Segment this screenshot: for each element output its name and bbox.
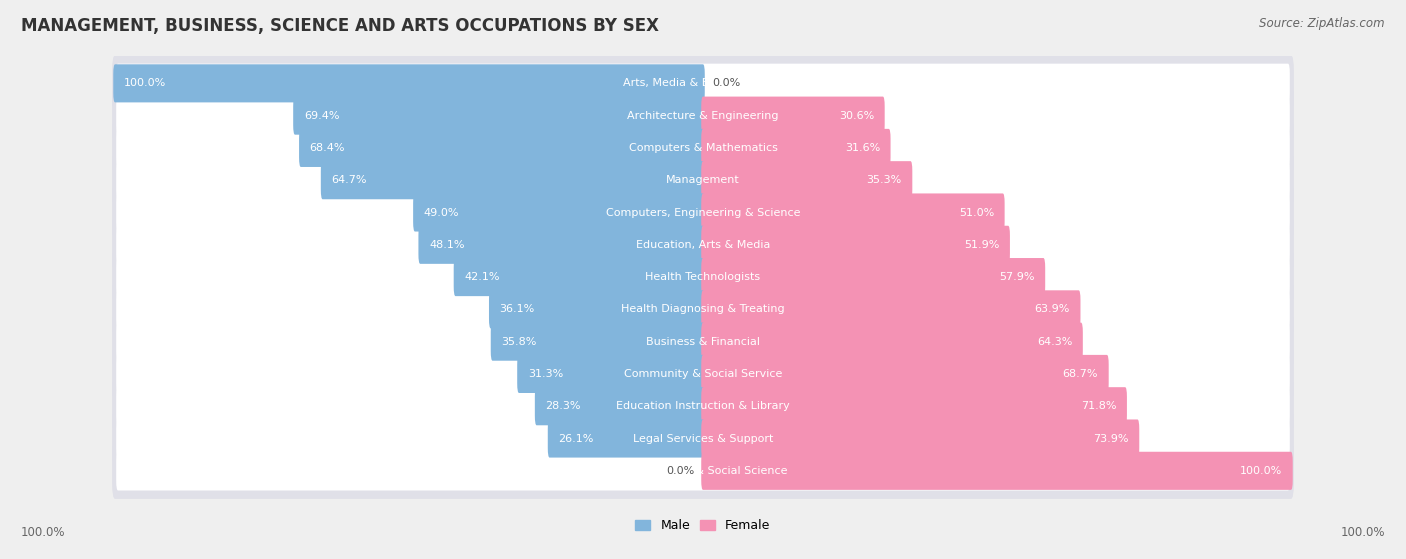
FancyBboxPatch shape xyxy=(112,88,1294,144)
FancyBboxPatch shape xyxy=(517,355,704,393)
FancyBboxPatch shape xyxy=(112,410,1294,467)
FancyBboxPatch shape xyxy=(413,193,704,231)
Text: 42.1%: 42.1% xyxy=(464,272,499,282)
FancyBboxPatch shape xyxy=(112,55,1294,111)
FancyBboxPatch shape xyxy=(702,258,1045,296)
Text: Community & Social Service: Community & Social Service xyxy=(624,369,782,379)
FancyBboxPatch shape xyxy=(117,386,1289,426)
FancyBboxPatch shape xyxy=(702,452,1292,490)
Text: 57.9%: 57.9% xyxy=(1000,272,1035,282)
Text: 71.8%: 71.8% xyxy=(1081,401,1116,411)
FancyBboxPatch shape xyxy=(117,193,1289,232)
Text: 100.0%: 100.0% xyxy=(21,527,66,539)
FancyBboxPatch shape xyxy=(117,160,1289,200)
FancyBboxPatch shape xyxy=(117,225,1289,264)
FancyBboxPatch shape xyxy=(454,258,704,296)
FancyBboxPatch shape xyxy=(112,346,1294,402)
Text: 100.0%: 100.0% xyxy=(1340,527,1385,539)
Text: 0.0%: 0.0% xyxy=(666,466,695,476)
Text: Management: Management xyxy=(666,175,740,185)
FancyBboxPatch shape xyxy=(112,249,1294,305)
Text: MANAGEMENT, BUSINESS, SCIENCE AND ARTS OCCUPATIONS BY SEX: MANAGEMENT, BUSINESS, SCIENCE AND ARTS O… xyxy=(21,17,659,35)
Text: 51.9%: 51.9% xyxy=(965,240,1000,250)
Text: Life, Physical & Social Science: Life, Physical & Social Science xyxy=(619,466,787,476)
Text: 64.7%: 64.7% xyxy=(332,175,367,185)
Text: Computers & Mathematics: Computers & Mathematics xyxy=(628,143,778,153)
FancyBboxPatch shape xyxy=(702,161,912,199)
FancyBboxPatch shape xyxy=(702,226,1010,264)
FancyBboxPatch shape xyxy=(702,129,890,167)
FancyBboxPatch shape xyxy=(294,97,704,135)
FancyBboxPatch shape xyxy=(117,322,1289,361)
Text: Health Technologists: Health Technologists xyxy=(645,272,761,282)
Text: Business & Financial: Business & Financial xyxy=(645,337,761,347)
Text: Architecture & Engineering: Architecture & Engineering xyxy=(627,111,779,121)
FancyBboxPatch shape xyxy=(112,152,1294,209)
Text: 35.8%: 35.8% xyxy=(502,337,537,347)
FancyBboxPatch shape xyxy=(117,96,1289,135)
Text: Education, Arts & Media: Education, Arts & Media xyxy=(636,240,770,250)
FancyBboxPatch shape xyxy=(702,323,1083,361)
FancyBboxPatch shape xyxy=(112,217,1294,273)
Text: 0.0%: 0.0% xyxy=(711,78,740,88)
Text: 51.0%: 51.0% xyxy=(959,207,994,217)
FancyBboxPatch shape xyxy=(321,161,704,199)
Text: Education Instruction & Library: Education Instruction & Library xyxy=(616,401,790,411)
Text: Health Diagnosing & Treating: Health Diagnosing & Treating xyxy=(621,304,785,314)
Text: 35.3%: 35.3% xyxy=(866,175,901,185)
FancyBboxPatch shape xyxy=(299,129,704,167)
FancyBboxPatch shape xyxy=(548,419,704,458)
Text: 31.6%: 31.6% xyxy=(845,143,880,153)
FancyBboxPatch shape xyxy=(489,290,704,329)
FancyBboxPatch shape xyxy=(112,314,1294,369)
FancyBboxPatch shape xyxy=(702,387,1128,425)
FancyBboxPatch shape xyxy=(112,120,1294,176)
Text: 26.1%: 26.1% xyxy=(558,434,593,443)
Legend: Male, Female: Male, Female xyxy=(630,514,776,537)
Text: 31.3%: 31.3% xyxy=(527,369,562,379)
FancyBboxPatch shape xyxy=(702,290,1080,329)
Text: Arts, Media & Entertainment: Arts, Media & Entertainment xyxy=(623,78,783,88)
FancyBboxPatch shape xyxy=(117,451,1289,490)
Text: 100.0%: 100.0% xyxy=(1240,466,1282,476)
Text: 100.0%: 100.0% xyxy=(124,78,166,88)
FancyBboxPatch shape xyxy=(114,64,704,102)
Text: 48.1%: 48.1% xyxy=(429,240,464,250)
FancyBboxPatch shape xyxy=(112,378,1294,434)
FancyBboxPatch shape xyxy=(117,128,1289,168)
Text: 28.3%: 28.3% xyxy=(546,401,581,411)
FancyBboxPatch shape xyxy=(117,64,1289,103)
FancyBboxPatch shape xyxy=(702,355,1109,393)
FancyBboxPatch shape xyxy=(117,354,1289,394)
Text: 64.3%: 64.3% xyxy=(1036,337,1073,347)
FancyBboxPatch shape xyxy=(117,290,1289,329)
Text: 30.6%: 30.6% xyxy=(839,111,875,121)
FancyBboxPatch shape xyxy=(112,443,1294,499)
FancyBboxPatch shape xyxy=(419,226,704,264)
Text: 63.9%: 63.9% xyxy=(1035,304,1070,314)
FancyBboxPatch shape xyxy=(702,419,1139,458)
FancyBboxPatch shape xyxy=(491,323,704,361)
FancyBboxPatch shape xyxy=(702,193,1005,231)
Text: 68.7%: 68.7% xyxy=(1063,369,1098,379)
FancyBboxPatch shape xyxy=(702,97,884,135)
Text: 36.1%: 36.1% xyxy=(499,304,534,314)
Text: Legal Services & Support: Legal Services & Support xyxy=(633,434,773,443)
FancyBboxPatch shape xyxy=(117,419,1289,458)
Text: 69.4%: 69.4% xyxy=(304,111,339,121)
Text: 73.9%: 73.9% xyxy=(1094,434,1129,443)
FancyBboxPatch shape xyxy=(112,184,1294,240)
Text: 68.4%: 68.4% xyxy=(309,143,344,153)
FancyBboxPatch shape xyxy=(117,257,1289,297)
Text: Computers, Engineering & Science: Computers, Engineering & Science xyxy=(606,207,800,217)
Text: Source: ZipAtlas.com: Source: ZipAtlas.com xyxy=(1260,17,1385,30)
FancyBboxPatch shape xyxy=(534,387,704,425)
FancyBboxPatch shape xyxy=(112,281,1294,338)
Text: 49.0%: 49.0% xyxy=(423,207,460,217)
